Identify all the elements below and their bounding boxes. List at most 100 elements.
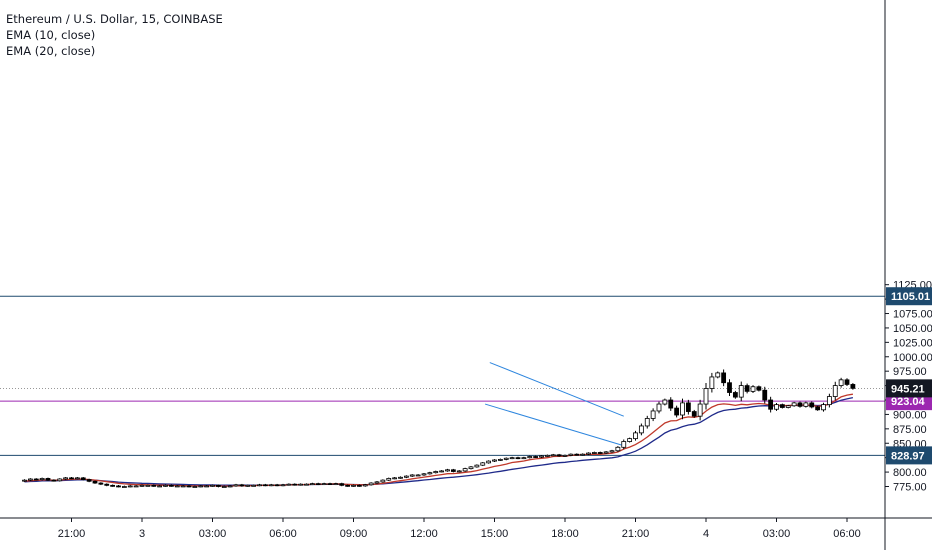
candle [674,407,680,416]
candle [133,485,139,488]
candle [286,483,292,486]
candle [157,485,163,488]
candle [709,376,715,389]
candle [815,406,821,411]
candle [727,382,732,393]
candle [174,485,180,488]
x-tick-label: 21:00 [58,528,86,540]
y-tick-label: 900.00 [893,409,927,421]
y-tick-label: 1000.00 [893,352,932,364]
candle [738,385,744,398]
candle [439,470,445,473]
candle [515,457,521,460]
candle [832,385,838,397]
candle [198,485,204,488]
x-tick-label: 09:00 [340,528,368,540]
x-tick-label: 3 [139,528,145,540]
candle [292,483,298,486]
x-tick-label: 12:00 [410,528,438,540]
candle [586,452,591,455]
candle [609,450,615,453]
candle [574,453,580,456]
candle [568,453,574,456]
candle [633,432,638,440]
candle [262,484,268,487]
candle [139,484,145,487]
candle [315,483,321,486]
candle [204,485,210,488]
price-level-tag [886,287,932,306]
candle [433,471,439,474]
candle [656,403,662,412]
candle [304,483,309,486]
candle [644,418,650,427]
candle [503,457,509,460]
candle [721,372,727,384]
candle [104,483,110,486]
candle [251,484,257,487]
y-tick-label: 775.00 [893,482,927,494]
channel-lower-line [484,403,622,446]
x-tick-label: 03:00 [199,528,227,540]
candle [774,404,779,410]
candle [844,379,850,385]
y-tick-label: 875.00 [893,424,927,436]
candle [39,478,45,480]
candle [838,379,844,386]
candle [121,486,127,488]
candle [356,484,362,487]
candle [186,485,192,488]
chart-legend: Ethereum / U.S. Dollar, 15, COINBASE EMA… [6,11,223,59]
candle [638,425,644,434]
candle [92,480,98,484]
candle [374,481,380,484]
candle [98,482,104,485]
y-tick-label: 1025.00 [893,337,932,349]
candle [386,478,392,481]
candle [527,456,533,459]
candle [210,484,215,487]
legend-symbol[interactable]: Ethereum / U.S. Dollar, 15, COINBASE [6,12,223,26]
candle [603,451,609,454]
candle [668,399,674,409]
candle [826,396,832,406]
x-tick-label: 4 [703,528,709,540]
legend-ema10[interactable]: EMA (10, close) [6,28,96,42]
candle [192,486,198,488]
candle [791,402,797,407]
candle [650,410,656,419]
candle [257,484,262,487]
time-axis: 21:00 3 03:00 06:00 09:00 12:00 15:00 18:00 21:0… [0,517,932,540]
candle [691,411,697,417]
candle [63,477,69,480]
candle [221,486,227,488]
candle [333,483,339,486]
candle [750,386,756,392]
candle [227,485,233,488]
candle [768,399,774,410]
candle [468,466,474,470]
y-tick-label: 1050.00 [893,323,932,335]
legend-ema20[interactable]: EMA (20, close) [6,44,96,58]
candle [450,469,456,472]
candle [492,459,497,462]
candle [509,457,515,460]
ema10-line [24,393,853,487]
x-tick-label: 03:00 [763,528,791,540]
candle [797,402,803,407]
candle [685,402,691,412]
candle [127,485,133,488]
last-price-tag-label: 945.21 [891,383,925,395]
candle [680,402,685,416]
candle [33,478,39,481]
candle [321,483,327,486]
last-price-tag [886,379,932,398]
x-tick-label: 06:00 [269,528,297,540]
x-tick-label: 18:00 [551,528,579,540]
candle [715,372,721,378]
candle [580,453,586,456]
candle [233,484,239,487]
candle [274,484,280,487]
candle [215,484,221,487]
